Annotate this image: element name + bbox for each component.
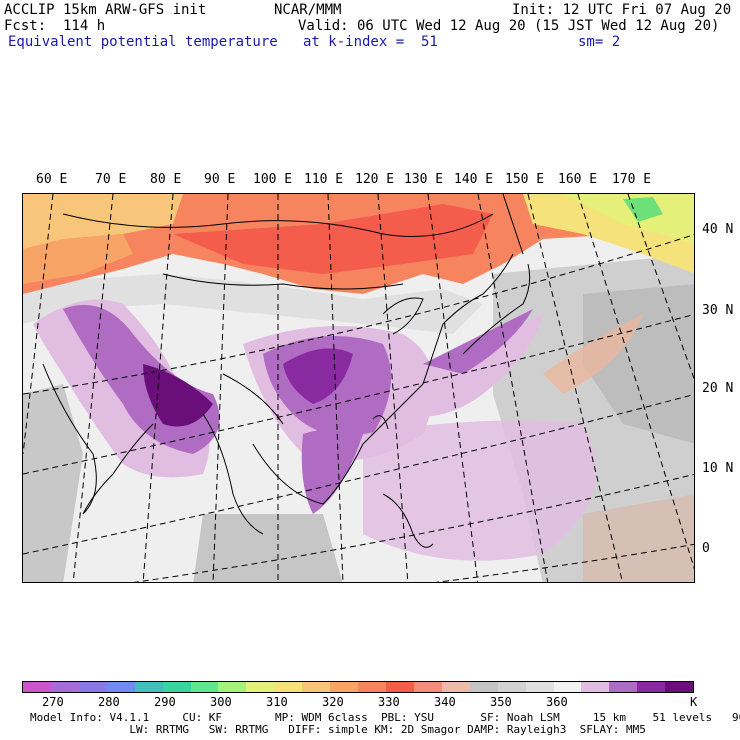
colorbar-unit: K	[690, 695, 698, 709]
model-info-line1: Model Info: V4.1.1 CU: KF MP: WDM 6class…	[30, 711, 740, 724]
lon-label: 140 E	[454, 172, 494, 187]
lon-label: 80 E	[150, 172, 182, 187]
colorbar-swatch	[497, 682, 526, 692]
map-canvas	[23, 194, 694, 582]
colorbar-swatch	[413, 682, 442, 692]
colorbar-tick: 330	[378, 695, 400, 709]
colorbar-swatch	[637, 682, 666, 692]
valid-time: Valid: 06 UTC Wed 12 Aug 20 (15 JST Wed …	[298, 18, 720, 34]
colorbar-swatch	[358, 682, 386, 692]
field-lilac-pacific	[363, 420, 597, 561]
colorbar-swatch	[106, 682, 135, 692]
lon-label: 120 E	[355, 172, 395, 187]
lat-label: 40 N	[702, 222, 734, 237]
field-purple-indochina	[301, 429, 363, 514]
colorbar-swatch	[246, 682, 275, 692]
colorbar-swatch	[609, 682, 638, 692]
colorbar-swatch	[218, 682, 247, 692]
lon-label: 90 E	[204, 172, 236, 187]
colorbar-tick: 350	[490, 695, 512, 709]
lon-label: 100 E	[253, 172, 293, 187]
colorbar-swatch	[162, 682, 191, 692]
colorbar-tick: 280	[98, 695, 120, 709]
colorbar-swatch	[441, 682, 470, 692]
init-time: Init: 12 UTC Fri 07 Aug 20	[512, 2, 732, 18]
colorbar-swatch	[553, 682, 582, 692]
field-lime	[563, 194, 694, 244]
field-green-spot	[623, 197, 663, 222]
field-deep-china	[283, 348, 353, 404]
colorbar-swatch	[134, 682, 163, 692]
colorbar-swatch	[50, 682, 79, 692]
coastlines	[42, 194, 531, 548]
field-grey-patch	[583, 284, 694, 444]
model-info-line2: LW: RRTMG SW: RRTMG DIFF: simple KM: 2D …	[30, 723, 646, 736]
colorbar-swatch	[190, 682, 219, 692]
colorbar-swatch	[525, 682, 554, 692]
field-tan-southeast	[583, 494, 694, 582]
lon-label: 110 E	[304, 172, 344, 187]
lat-label: 0	[702, 541, 710, 556]
lon-label: 150 E	[505, 172, 545, 187]
lon-label: 170 E	[612, 172, 652, 187]
field-grey-transition	[23, 274, 483, 334]
field-grey-south	[193, 514, 343, 582]
field-purple-japan	[423, 309, 533, 374]
colorbar-tick: 320	[322, 695, 344, 709]
level-index: at k-index = 51	[303, 34, 438, 50]
lat-label: 10 N	[702, 461, 734, 476]
field-orange-northwest	[23, 194, 183, 249]
colorbar-tick: 360	[546, 695, 568, 709]
colorbar-swatch	[385, 682, 414, 692]
lon-label: 130 E	[404, 172, 444, 187]
lon-label: 160 E	[558, 172, 598, 187]
colorbar	[22, 681, 694, 693]
colorbar-tick: 270	[42, 695, 64, 709]
field-name: Equivalent potential temperature	[8, 34, 278, 50]
lat-label: 20 N	[702, 381, 734, 396]
lon-label: 70 E	[95, 172, 127, 187]
colorbar-swatch	[274, 682, 303, 692]
lon-label: 60 E	[36, 172, 68, 187]
colorbar-swatch	[581, 682, 610, 692]
colorbar-tick: 340	[434, 695, 456, 709]
field-light-orange	[23, 234, 133, 284]
field-red-core	[173, 204, 493, 274]
field-grey-west	[23, 384, 83, 582]
colorbar-swatch	[302, 682, 331, 692]
org-label: NCAR/MMM	[274, 2, 342, 18]
field-darkpurple-india	[143, 364, 213, 427]
theta-e-map	[22, 193, 695, 583]
colorbar-swatch	[78, 682, 107, 692]
colorbar-tick: 310	[266, 695, 288, 709]
graticule	[23, 194, 694, 582]
colorbar-swatch	[330, 682, 359, 692]
colorbar-swatch	[23, 682, 51, 692]
colorbar-swatch	[665, 682, 694, 692]
colorbar-tick: 300	[210, 695, 232, 709]
model-title: ACCLIP 15km ARW-GFS init	[4, 2, 207, 18]
lat-label: 30 N	[702, 303, 734, 318]
forecast-hour: Fcst: 114 h	[4, 18, 106, 34]
colorbar-tick: 290	[154, 695, 176, 709]
smoothing-label: sm= 2	[578, 34, 621, 50]
colorbar-swatch	[469, 682, 498, 692]
